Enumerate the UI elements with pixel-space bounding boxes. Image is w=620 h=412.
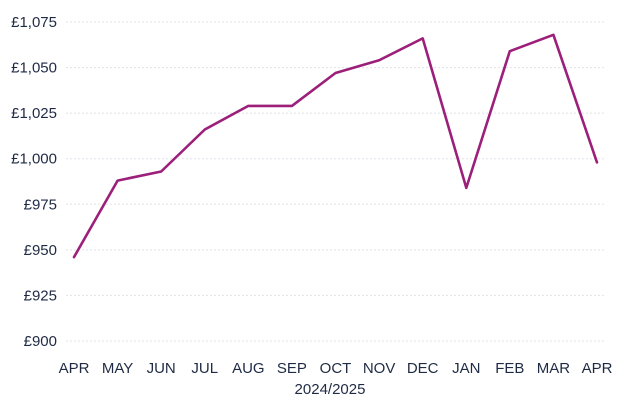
y-axis-ticks: £900 £925 £950 £975 £1,000 £1,025 £1,050 £1,075 (11, 14, 57, 350)
x-axis-label: 2024/2025 (295, 381, 366, 398)
x-tick-label: NOV (363, 360, 396, 377)
x-tick-label: JAN (452, 360, 480, 377)
x-tick-label: SEP (277, 360, 307, 377)
x-tick-label: DEC (407, 360, 439, 377)
y-tick-label: £925 (24, 287, 57, 304)
y-tick-label: £1,000 (11, 151, 57, 168)
series-group (72, 33, 599, 259)
y-tick-label: £900 (24, 333, 57, 350)
x-axis-ticks: APR MAY JUN JUL AUG SEP OCT NOV DEC JAN FEB MAR APR (59, 360, 613, 377)
x-tick-label: JUL (191, 360, 218, 377)
x-tick-label: AUG (232, 360, 265, 377)
y-tick-label: £1,050 (11, 60, 57, 77)
x-tick-label: FEB (495, 360, 524, 377)
gridlines (66, 21, 606, 342)
y-tick-label: £975 (24, 196, 57, 213)
x-tick-label: OCT (320, 360, 352, 377)
x-tick-label: APR (59, 360, 90, 377)
y-tick-label: £950 (24, 242, 57, 259)
y-tick-label: £1,075 (11, 14, 57, 31)
y-tick-label: £1,025 (11, 105, 57, 122)
x-tick-label: JUN (147, 360, 176, 377)
x-tick-label: APR (582, 360, 613, 377)
x-tick-label: MAR (537, 360, 571, 377)
x-tick-label: MAY (102, 360, 133, 377)
series-line (72, 33, 599, 259)
